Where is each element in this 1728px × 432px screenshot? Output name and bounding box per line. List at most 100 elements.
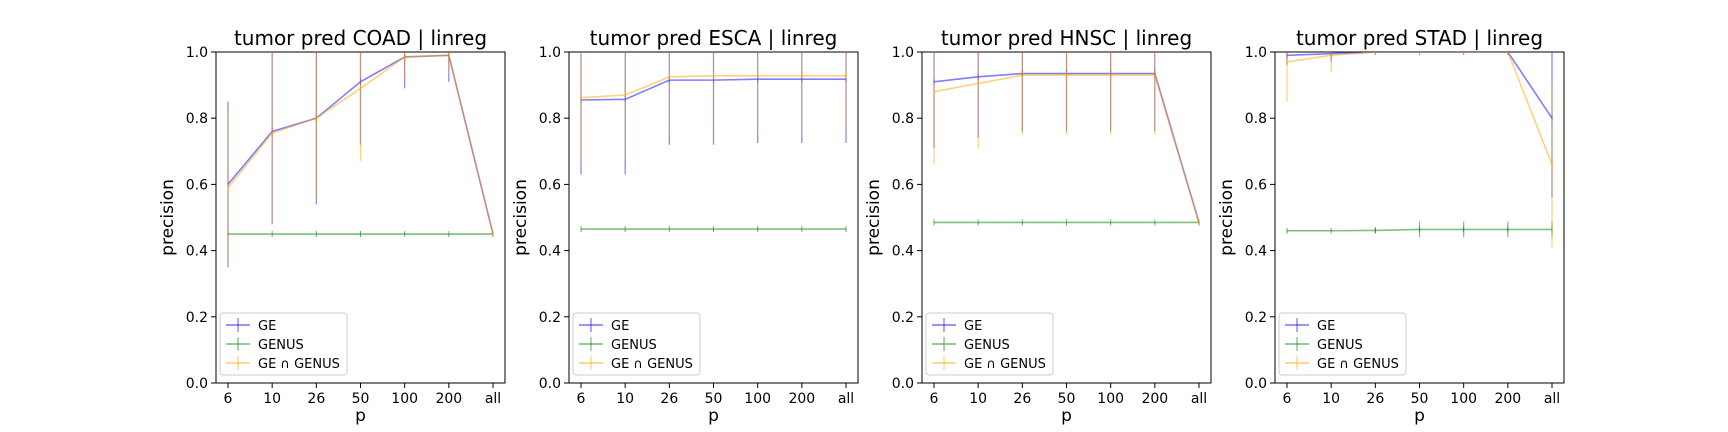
y-tick-label: 1.0 [892,45,914,61]
legend-entry: GE ∩ GENUS [932,356,1046,372]
legend-entry: GE ∩ GENUS [226,356,340,372]
series-layer [933,52,1200,226]
y-axis-label: precision [511,179,531,256]
chart-title: tumor pred ESCA | linreg [590,26,838,50]
legend-label: GENUS [258,338,304,353]
x-tick-label: 200 [788,391,815,407]
legend: GE GENUS GE ∩ GENUS [219,312,348,376]
x-tick-label: 6 [577,391,586,407]
legend-label: GE ∩ GENUS [611,357,693,372]
y-tick-label: 0.0 [892,376,914,392]
legend-label: GE [258,319,276,334]
x-axis-label: p [1414,406,1425,426]
x-tick-label: 200 [435,391,462,407]
y-tick-label: 0.2 [539,310,561,326]
series-layer [1286,52,1553,248]
y-tick-label: 0.4 [186,244,208,260]
y-tick-label: 0.4 [539,244,561,260]
y-tick-label: 1.0 [539,45,561,61]
x-tick-label: 200 [1141,391,1168,407]
legend-label: GE [611,319,629,334]
legend-entry: GE [226,318,276,334]
legend-label: GENUS [964,338,1010,353]
legend-box [572,312,701,376]
y-tick-label: 0.6 [186,177,208,193]
chart-panel-2: tumor pred ESCA | linreg 0.0 0.2 0.4 0.6 0.8 1… [511,26,859,426]
y-tick-label: 0.8 [539,111,561,127]
x-tick-label: 10 [616,391,634,407]
chart-panel-1: tumor pred COAD | linreg 0.0 0.2 0.4 0.6 0.8 1… [158,26,506,426]
y-tick-label: 0.8 [1245,111,1267,127]
y-tick-label: 0.4 [1245,244,1267,260]
x-tick-label: 10 [969,391,987,407]
x-axis-label: p [1061,406,1072,426]
chart-panel-3: tumor pred HNSC | linreg 0.0 0.2 0.4 0.6 0.8 1… [864,26,1212,426]
legend-label: GE ∩ GENUS [258,357,340,372]
legend-entry: GENUS [932,337,1010,353]
legend-entry: GENUS [226,337,304,353]
x-tick-label: 100 [1450,391,1477,407]
y-tick-label: 0.2 [1245,310,1267,326]
legend-box [925,312,1054,376]
x-tick-label: all [1191,391,1207,407]
x-tick-label: 26 [660,391,678,407]
chart-title: tumor pred STAD | linreg [1296,26,1543,50]
series-ge-genus [933,52,1200,226]
x-tick-label: 100 [744,391,771,407]
series-layer [227,52,494,268]
legend-label: GENUS [611,338,657,353]
y-tick-label: 0.8 [186,111,208,127]
y-tick-label: 0.2 [186,310,208,326]
legend-entry: GE ∩ GENUS [579,356,693,372]
x-tick-label: 50 [1058,391,1076,407]
x-tick-label: 50 [1411,391,1429,407]
x-tick-label: all [485,391,501,407]
y-tick-label: 1.0 [186,45,208,61]
legend-label: GE ∩ GENUS [1317,357,1399,372]
legend-entry: GENUS [1285,337,1363,353]
y-tick-label: 0.2 [892,310,914,326]
legend-box [1278,312,1407,376]
x-tick-label: 10 [263,391,281,407]
y-tick-label: 0.0 [1245,376,1267,392]
x-tick-label: 6 [224,391,233,407]
x-axis-label: p [355,406,366,426]
legend: GE GENUS GE ∩ GENUS [925,312,1054,376]
y-tick-label: 0.0 [186,376,208,392]
legend-label: GENUS [1317,338,1363,353]
y-tick-label: 0.6 [539,177,561,193]
chart-panel-4: tumor pred STAD | linreg 0.0 0.2 0.4 0.6 0.8 1… [1217,26,1565,426]
y-tick-label: 1.0 [1245,45,1267,61]
legend-box [219,312,348,376]
x-axis-label: p [708,406,719,426]
y-axis-label: precision [1217,179,1237,256]
x-tick-label: 100 [391,391,418,407]
series-ge-genus [227,52,494,264]
x-tick-label: 50 [705,391,723,407]
legend-entry: GE [579,318,629,334]
series-ge-genus [580,52,847,165]
y-axis-label: precision [864,179,884,256]
x-tick-label: 26 [307,391,325,407]
chart-title: tumor pred COAD | linreg [234,26,487,50]
x-tick-label: 10 [1322,391,1340,407]
y-tick-label: 0.0 [539,376,561,392]
legend-entry: GE [1285,318,1335,334]
x-tick-label: 50 [352,391,370,407]
x-tick-label: 6 [1283,391,1292,407]
legend-label: GE [964,319,982,334]
series-genus [580,226,847,233]
y-tick-label: 0.6 [892,177,914,193]
x-tick-label: 26 [1366,391,1384,407]
y-axis-label: precision [158,179,178,256]
series-layer [580,52,847,233]
chart-title: tumor pred HNSC | linreg [941,26,1192,50]
legend-label: GE [1317,319,1335,334]
x-tick-label: 26 [1013,391,1031,407]
y-tick-label: 0.8 [892,111,914,127]
legend-entry: GE ∩ GENUS [1285,356,1399,372]
x-tick-label: all [1544,391,1560,407]
legend-entry: GENUS [579,337,657,353]
y-tick-label: 0.4 [892,244,914,260]
